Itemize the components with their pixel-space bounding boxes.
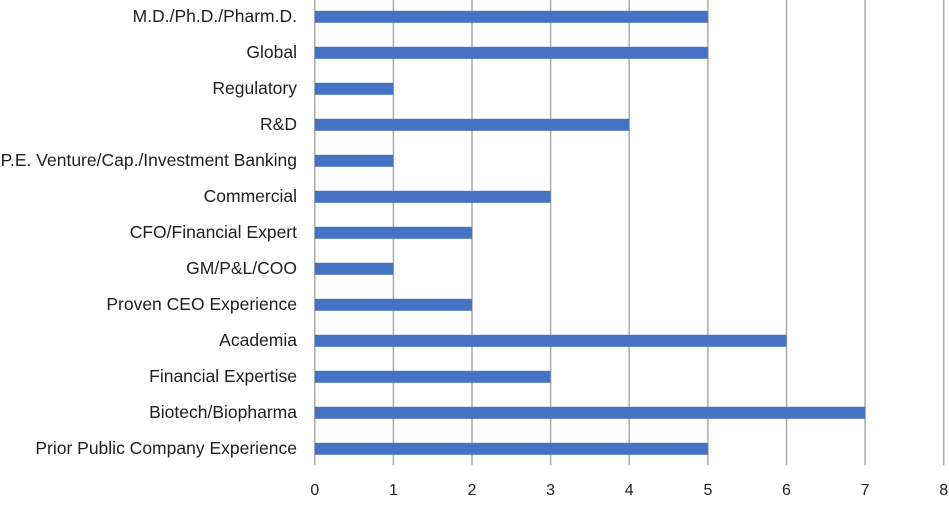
svg-text:Academia: Academia bbox=[219, 330, 297, 350]
svg-text:Regulatory: Regulatory bbox=[212, 78, 297, 98]
svg-text:Proven CEO Experience: Proven CEO Experience bbox=[106, 294, 297, 314]
svg-text:1: 1 bbox=[389, 482, 398, 499]
svg-text:6: 6 bbox=[782, 482, 791, 499]
svg-text:2: 2 bbox=[468, 482, 477, 499]
svg-text:4: 4 bbox=[625, 482, 634, 499]
svg-text:CFO/Financial Expert: CFO/Financial Expert bbox=[130, 222, 297, 242]
svg-text:Commercial: Commercial bbox=[204, 186, 297, 206]
svg-text:P.E. Venture/Cap./Investment B: P.E. Venture/Cap./Investment Banking bbox=[1, 150, 297, 170]
svg-text:3: 3 bbox=[546, 482, 555, 499]
svg-text:Prior Public Company Experienc: Prior Public Company Experience bbox=[35, 438, 297, 458]
svg-text:Global: Global bbox=[246, 42, 297, 62]
svg-text:5: 5 bbox=[703, 482, 712, 499]
svg-text:8: 8 bbox=[939, 482, 948, 499]
svg-text:0: 0 bbox=[310, 482, 319, 499]
svg-text:M.D./Ph.D./Pharm.D.: M.D./Ph.D./Pharm.D. bbox=[133, 6, 297, 26]
svg-text:Financial Expertise: Financial Expertise bbox=[149, 366, 297, 386]
svg-text:Biotech/Biopharma: Biotech/Biopharma bbox=[149, 402, 297, 422]
svg-text:R&D: R&D bbox=[260, 114, 297, 134]
svg-text:GM/P&L/COO: GM/P&L/COO bbox=[186, 258, 297, 278]
svg-text:7: 7 bbox=[861, 482, 870, 499]
